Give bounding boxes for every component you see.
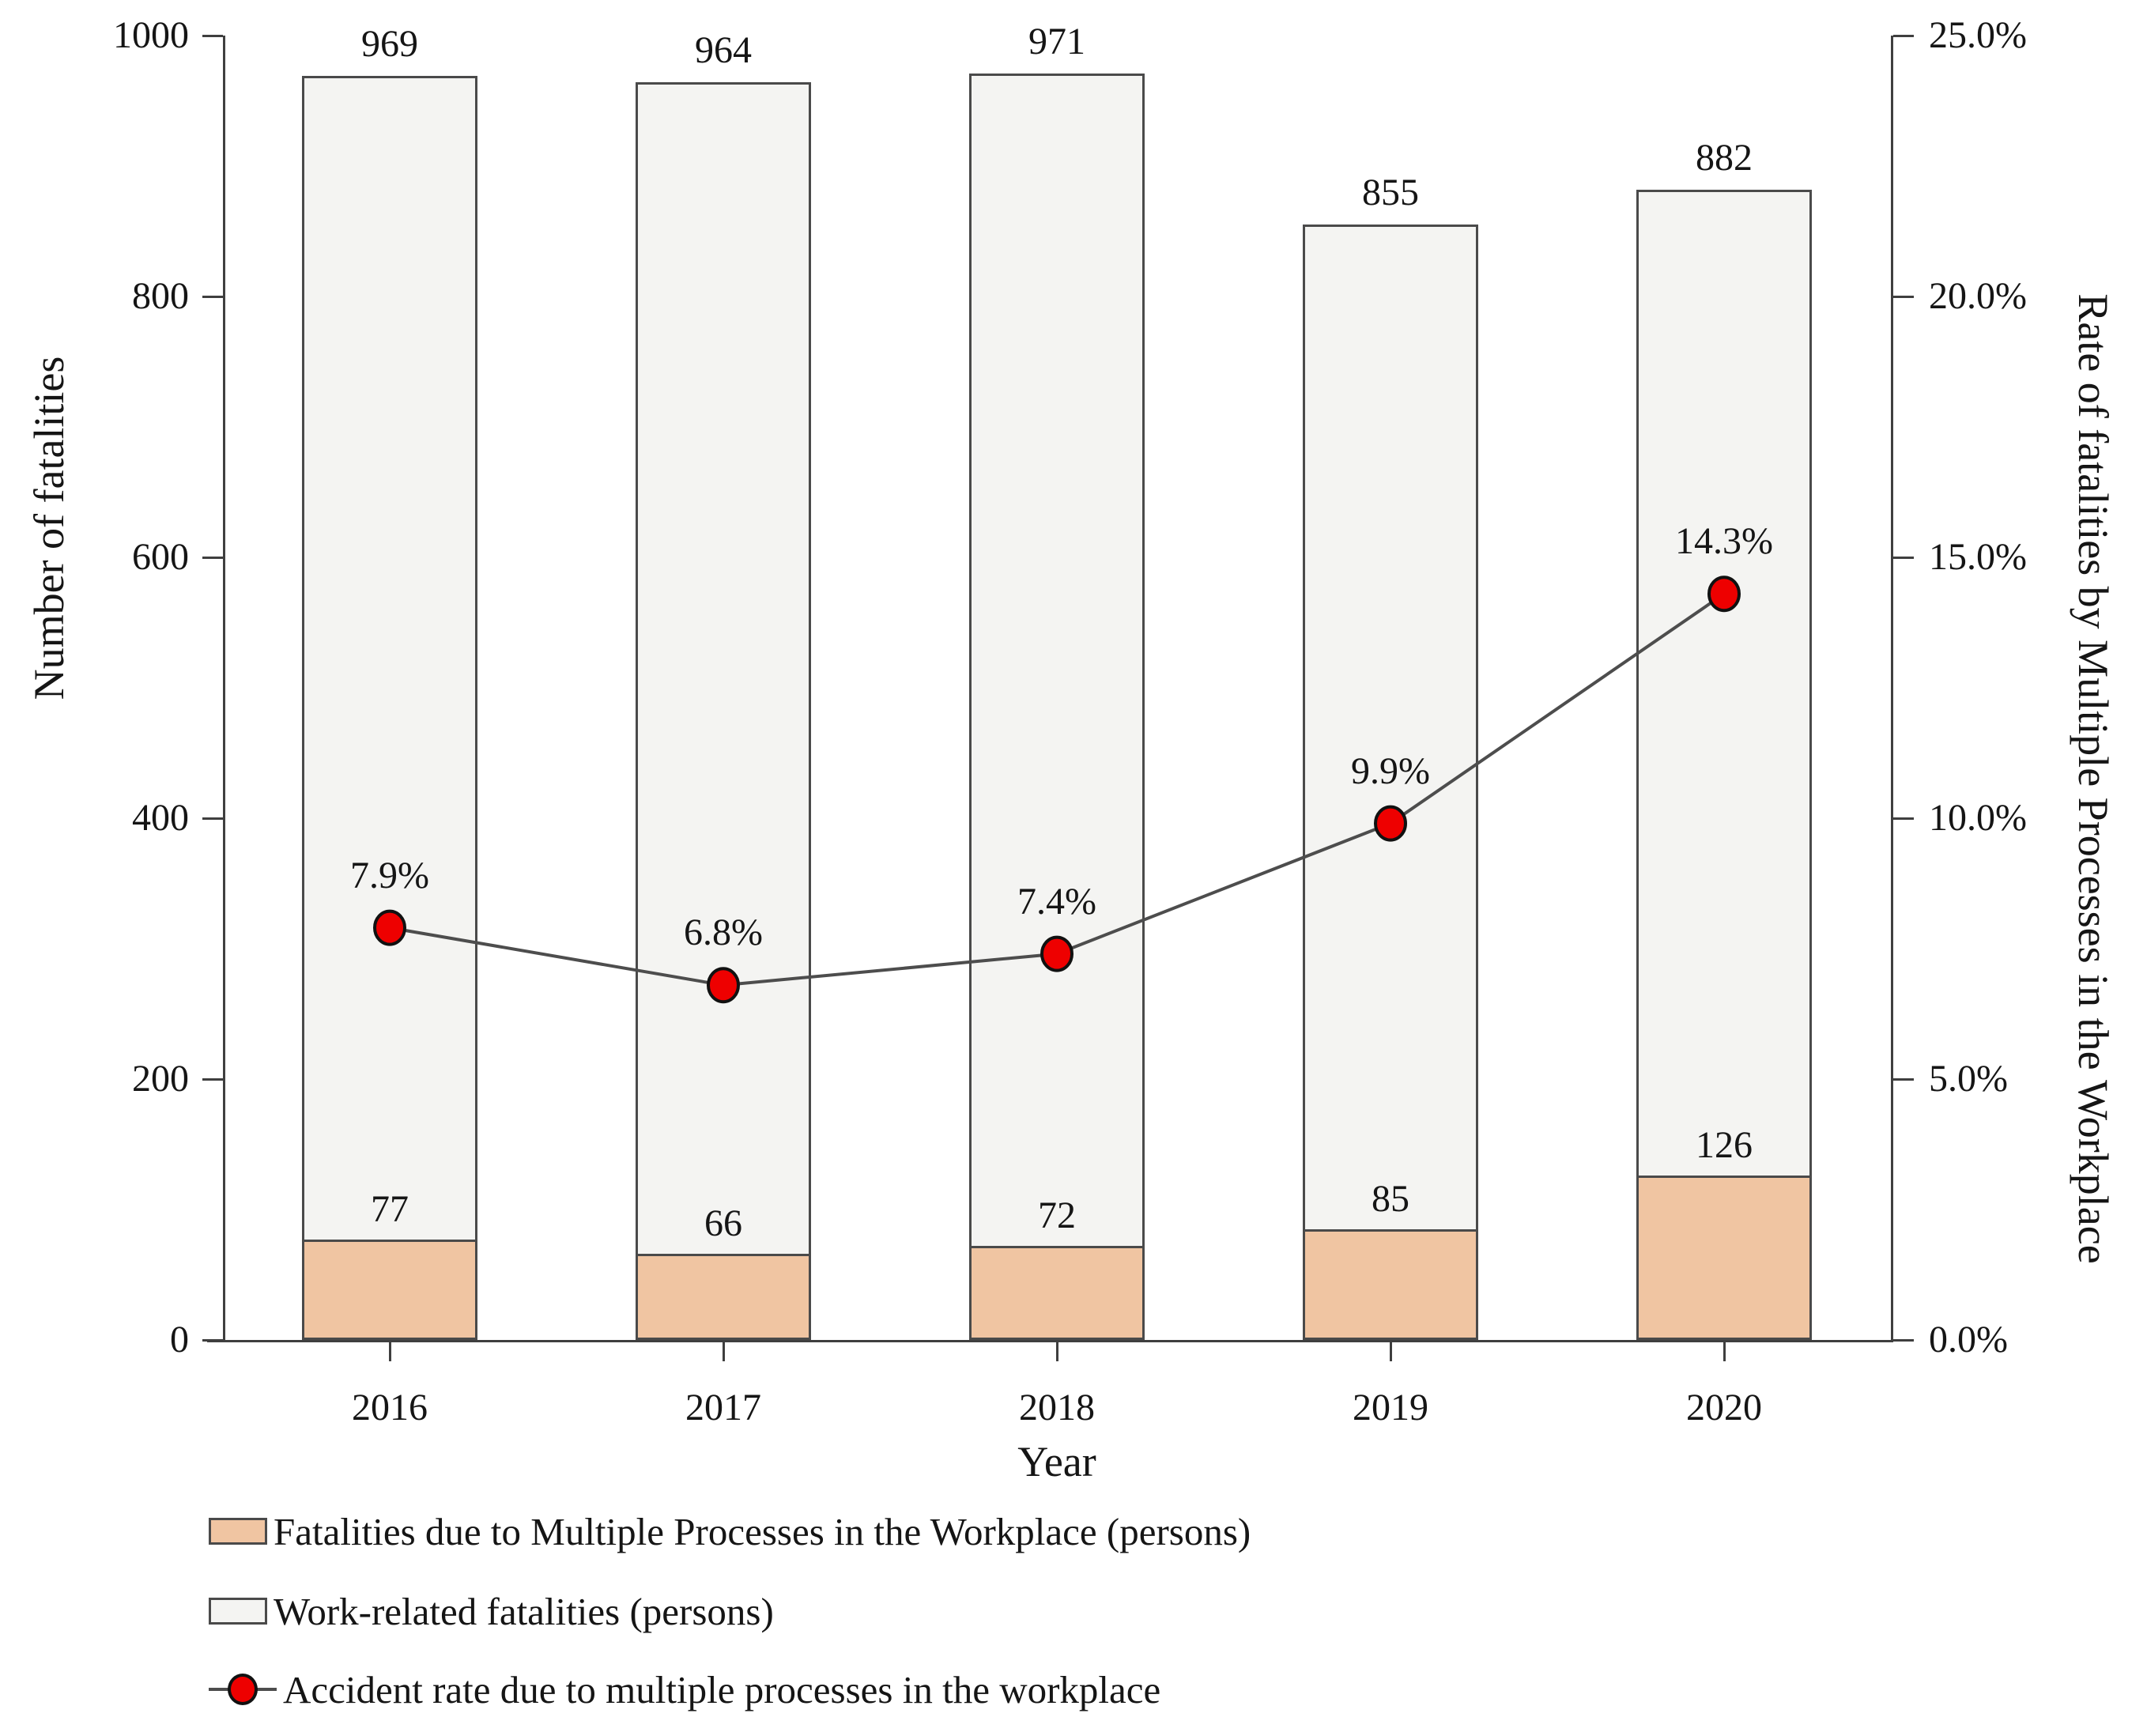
x-axis-title: Year bbox=[1017, 1438, 1096, 1485]
y-left-tick bbox=[202, 296, 223, 298]
legend-swatch-work-related bbox=[209, 1598, 267, 1625]
y-left-tick bbox=[202, 1078, 223, 1081]
legend-item-multiple-processes: Fatalities due to Multiple Processes in … bbox=[209, 1508, 1251, 1555]
x-tick-label-2019: 2019 bbox=[1353, 1387, 1428, 1428]
work-related-value-label-2019: 855 bbox=[1362, 172, 1419, 214]
multiple-processes-value-label-2017: 66 bbox=[704, 1202, 742, 1245]
multiple-processes-value-label-2018: 72 bbox=[1038, 1194, 1076, 1237]
y-left-tick bbox=[202, 817, 223, 820]
y-left-tick bbox=[202, 1339, 223, 1342]
x-tick-2016 bbox=[389, 1342, 391, 1361]
legend-item-accident-rate: Accident rate due to multiple processes … bbox=[209, 1666, 1160, 1713]
y-right-tick bbox=[1893, 1078, 1914, 1081]
y-axis-right-line bbox=[1891, 36, 1893, 1342]
x-tick-label-2017: 2017 bbox=[685, 1387, 761, 1428]
y-right-tick-label: 10.0% bbox=[1929, 797, 2027, 839]
y-right-tick-label: 0.0% bbox=[1929, 1319, 2008, 1360]
work-related-bar-2017 bbox=[636, 82, 811, 1340]
rate-value-label-2019: 9.9% bbox=[1351, 749, 1430, 792]
y-left-tick-label: 400 bbox=[132, 797, 189, 839]
x-tick-2018 bbox=[1056, 1342, 1058, 1361]
legend-label-multiple-processes: Fatalities due to Multiple Processes in … bbox=[274, 1509, 1251, 1553]
multiple-processes-value-label-2016: 77 bbox=[371, 1187, 409, 1230]
legend-swatch-multiple-processes bbox=[209, 1518, 267, 1545]
work-related-value-label-2016: 969 bbox=[361, 23, 418, 66]
rate-value-label-2017: 6.8% bbox=[684, 911, 763, 954]
y-left-tick-label: 600 bbox=[132, 536, 189, 578]
work-related-bar-2020 bbox=[1636, 189, 1812, 1340]
x-tick-label-2016: 2016 bbox=[352, 1387, 428, 1428]
x-tick-2019 bbox=[1390, 1342, 1392, 1361]
x-tick-label-2020: 2020 bbox=[1686, 1387, 1762, 1428]
multiple-processes-bar-2020 bbox=[1636, 1176, 1812, 1340]
y-right-tick-label: 25.0% bbox=[1929, 14, 2027, 56]
y-left-tick-label: 800 bbox=[132, 275, 189, 317]
legend-line-marker-icon bbox=[209, 1672, 277, 1707]
y-right-tick-label: 5.0% bbox=[1929, 1058, 2008, 1100]
rate-value-label-2020: 14.3% bbox=[1675, 520, 1773, 563]
rate-value-label-2018: 7.4% bbox=[1017, 880, 1096, 923]
x-tick-2020 bbox=[1723, 1342, 1726, 1361]
work-related-bar-2018 bbox=[969, 73, 1145, 1340]
x-tick-label-2018: 2018 bbox=[1019, 1387, 1095, 1428]
legend-label-work-related: Work-related fatalities (persons) bbox=[274, 1589, 774, 1633]
y-right-tick bbox=[1893, 35, 1914, 37]
y-axis-left-line bbox=[223, 36, 225, 1342]
multiple-processes-bar-2016 bbox=[302, 1239, 477, 1340]
multiple-processes-value-label-2019: 85 bbox=[1372, 1177, 1409, 1220]
y-left-tick-label: 200 bbox=[132, 1058, 189, 1100]
work-related-bar-2016 bbox=[302, 76, 477, 1340]
legend-red-dot-icon bbox=[228, 1674, 258, 1705]
multiple-processes-bar-2018 bbox=[969, 1246, 1145, 1340]
y-right-tick bbox=[1893, 1339, 1914, 1342]
left-axis-title: Number of fatalities bbox=[25, 356, 73, 700]
work-related-value-label-2017: 964 bbox=[695, 29, 752, 72]
y-left-tick bbox=[202, 557, 223, 559]
multiple-processes-bar-2019 bbox=[1303, 1228, 1478, 1340]
work-related-value-label-2020: 882 bbox=[1696, 136, 1753, 179]
multiple-processes-value-label-2020: 126 bbox=[1696, 1124, 1753, 1167]
legend-item-work-related: Work-related fatalities (persons) bbox=[209, 1587, 774, 1635]
multiple-processes-bar-2017 bbox=[636, 1254, 811, 1340]
y-right-tick-label: 15.0% bbox=[1929, 536, 2027, 578]
work-related-value-label-2018: 971 bbox=[1028, 20, 1085, 62]
rate-value-label-2016: 7.9% bbox=[350, 854, 429, 896]
y-right-tick bbox=[1893, 296, 1914, 298]
right-axis-title: Rate of fatalities by Multiple Processes… bbox=[2070, 293, 2117, 1264]
y-right-tick bbox=[1893, 817, 1914, 820]
y-left-tick bbox=[202, 35, 223, 37]
y-left-tick-label: 0 bbox=[170, 1319, 189, 1360]
x-tick-2017 bbox=[723, 1342, 725, 1361]
y-right-tick bbox=[1893, 557, 1914, 559]
x-axis-line bbox=[207, 1340, 1893, 1342]
legend-label-accident-rate: Accident rate due to multiple processes … bbox=[283, 1667, 1161, 1711]
y-left-tick-label: 1000 bbox=[113, 14, 189, 56]
y-right-tick-label: 20.0% bbox=[1929, 275, 2027, 317]
